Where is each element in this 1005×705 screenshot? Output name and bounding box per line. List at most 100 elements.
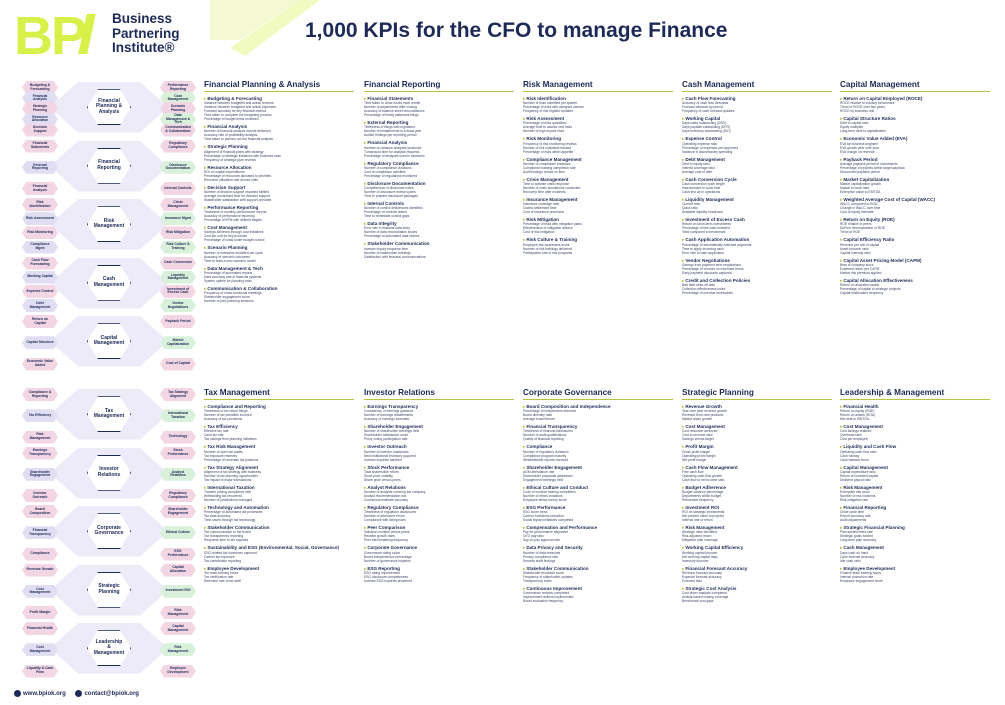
rail-right-hex[interactable]: Cost of Capital	[160, 357, 196, 371]
rail-right-hex[interactable]: Liquidity Management	[160, 270, 196, 284]
kpi-item: Percentage of overdue receivables	[682, 291, 733, 296]
kpi-section-title: Communication & Collaboration	[204, 286, 354, 291]
rail-left-hex[interactable]: Risk Management	[22, 430, 58, 444]
rail-left-hex[interactable]: Compliance	[22, 547, 58, 561]
rail-right-hex[interactable]: Communication & Collaboration	[160, 123, 196, 137]
rail-center-hex[interactable]: Financial Planning & Analysis	[87, 89, 131, 126]
rail-left-hex[interactable]: Compliance & Reporting	[22, 388, 58, 401]
rail-left-hex[interactable]: Liquidity & Cash Flow	[22, 664, 58, 678]
rail-left-hex[interactable]: Tax Efficiency	[22, 409, 58, 423]
rail-right-hex[interactable]: Market Capitalization	[160, 336, 196, 350]
kpi-section-title: Capital Management	[840, 465, 990, 470]
rail-center-hex[interactable]: Capital Management	[87, 323, 131, 360]
rail-left-hex[interactable]: Investor Outreach	[22, 489, 58, 502]
rail-right-hex[interactable]: Internal Controls	[160, 182, 196, 195]
kpi-item: Number of high-impact risks	[523, 129, 565, 134]
rail-right-hex[interactable]: Employee Development	[160, 664, 196, 678]
rail-right-hex[interactable]: Regulatory Compliance	[160, 489, 196, 502]
rail-right-hex[interactable]: Scenario Planning	[160, 102, 196, 116]
kpi-section-title: Cash Flow Forecasting	[682, 96, 832, 101]
rail-left-hex[interactable]: Debt Management	[22, 299, 58, 312]
rail-left-hex[interactable]: Return on Capital	[22, 315, 58, 328]
rail-left-hex[interactable]: Financial Analysis	[22, 91, 58, 105]
kpi-item: AGM attendance rate	[523, 469, 555, 474]
rail-right-hex[interactable]: Disclosure Documentation	[160, 160, 196, 174]
rail-right-hex[interactable]: Shareholder Engagement	[160, 505, 196, 518]
rail-left-hex[interactable]: Risk Identification	[22, 198, 58, 211]
rail-left-hex[interactable]: Cash Flow Forecasting	[22, 256, 58, 270]
rail-left-hex[interactable]: Financial Health	[22, 622, 58, 635]
rail-panel: Cash Management Cash Flow Forecasting Work…	[18, 254, 200, 312]
rail-right-hex[interactable]: International Taxation	[160, 409, 196, 423]
rail-center-hex[interactable]: Investor Relations	[87, 454, 131, 491]
rail-center-hex[interactable]: Tax Management	[87, 396, 131, 433]
rail-left-hex[interactable]: Profit Margin	[22, 606, 58, 619]
kpi-item: Turnaround time for analysis requests	[364, 149, 420, 154]
rail-right-hex[interactable]: Vendor Negotiations	[160, 299, 196, 312]
rail-left-hex[interactable]: Capital Structure	[22, 336, 58, 350]
rail-left-hex[interactable]: Financial Transparency	[22, 526, 58, 540]
rail-right-hex[interactable]: Analyst Relations	[160, 467, 196, 481]
rail-right-hex[interactable]: Risk Management	[160, 606, 196, 619]
rail-right-hex[interactable]: Stock Performance	[160, 446, 196, 460]
rail-left-hex[interactable]: Resource Allocation	[22, 112, 58, 126]
rail-right-hex[interactable]: Technology	[160, 430, 196, 444]
rail-left-hex[interactable]: Risk Monitoring	[22, 226, 58, 240]
rail-right-hex[interactable]: Performance Reporting	[160, 81, 196, 94]
rail-left-hex[interactable]: Financial Statements	[22, 139, 58, 153]
rail-right-hex[interactable]: Capital Management	[160, 622, 196, 635]
rail-left-hex[interactable]: Cost Management	[22, 584, 58, 598]
rail-right-hex[interactable]: Cash Conversion	[160, 256, 196, 270]
rail-right-hex[interactable]: Investment of Excess Cash	[160, 284, 196, 298]
rail-right-hex[interactable]: Ethical Culture	[160, 526, 196, 540]
kpi-item: Number of audit qualifications	[523, 433, 567, 438]
rail-left-hex[interactable]: Working Capital	[22, 270, 58, 284]
email-link[interactable]: contact@bpiok.org	[75, 690, 139, 697]
rail-right-hex[interactable]: Risk Culture & Training	[160, 240, 196, 254]
rail-right-hex[interactable]: Regulatory Compliance	[160, 139, 196, 153]
rail-right-hex[interactable]: Data Management & Tech	[160, 112, 196, 126]
rail-right-hex[interactable]: Risk Management	[160, 643, 196, 657]
rail-right-hex[interactable]: Capital Allocation	[160, 563, 196, 577]
rail-right-hex[interactable]: Risk Mitigation	[160, 226, 196, 240]
rail-left-hex[interactable]: Compliance Mgmt	[22, 240, 58, 254]
kpi-section-title: Risk Culture & Training	[523, 237, 673, 242]
rail-right-hex[interactable]: Tax Strategy Alignment	[160, 388, 196, 401]
kpi-item: Close cycle time	[840, 510, 865, 515]
rail-left-hex[interactable]: Financial Analysis	[22, 182, 58, 195]
rail-right-hex[interactable]: ESG Performance	[160, 547, 196, 561]
rail-right-hex[interactable]: Cost Management	[160, 91, 196, 105]
rail-center-hex[interactable]: Risk Management	[87, 206, 131, 243]
rail-left-hex[interactable]: Shareholder Engagement	[22, 467, 58, 481]
kpi-section-title: Compensation and Performance	[523, 525, 673, 530]
rail-left-hex[interactable]: Earnings Transparency	[22, 446, 58, 460]
rail-left-hex[interactable]: Economic Value Added	[22, 357, 58, 371]
rail-right-hex[interactable]: Crisis Management	[160, 198, 196, 211]
rail-left-hex[interactable]: Cost Management	[22, 643, 58, 657]
web-link[interactable]: www.bpiok.org	[14, 690, 66, 697]
rail-left-hex[interactable]: Revenue Growth	[22, 563, 58, 577]
rail-left-hex[interactable]: Decision Support	[22, 123, 58, 137]
rail-left-hex[interactable]: Strategic Planning	[22, 102, 58, 116]
rail-center-hex[interactable]: Financial Reporting	[87, 147, 131, 184]
rail-left-hex[interactable]: External Reporting	[22, 160, 58, 174]
rail-left-hex[interactable]: Board Composition	[22, 505, 58, 518]
rail-center-hex[interactable]: Corporate Governance	[87, 513, 131, 550]
rail-center-hex[interactable]: Leadership & Management	[87, 630, 131, 667]
rail-center-hex[interactable]: Cash Management	[87, 264, 131, 301]
rail-right-hex[interactable]: Payback Period	[160, 315, 196, 328]
rail-left-hex[interactable]: Budgeting & Forecasting	[22, 81, 58, 94]
rail-left-hex[interactable]: Risk Assessment	[22, 212, 58, 226]
rail-center-hex[interactable]: Strategic Planning	[87, 571, 131, 608]
kpi-item: Number of risk incidents	[840, 494, 876, 499]
rail-left-hex[interactable]: Expense Control	[22, 284, 58, 298]
rail-right-hex[interactable]: Investment ROI	[160, 584, 196, 598]
rail-right-hex[interactable]: Insurance Mgmt	[160, 212, 196, 226]
